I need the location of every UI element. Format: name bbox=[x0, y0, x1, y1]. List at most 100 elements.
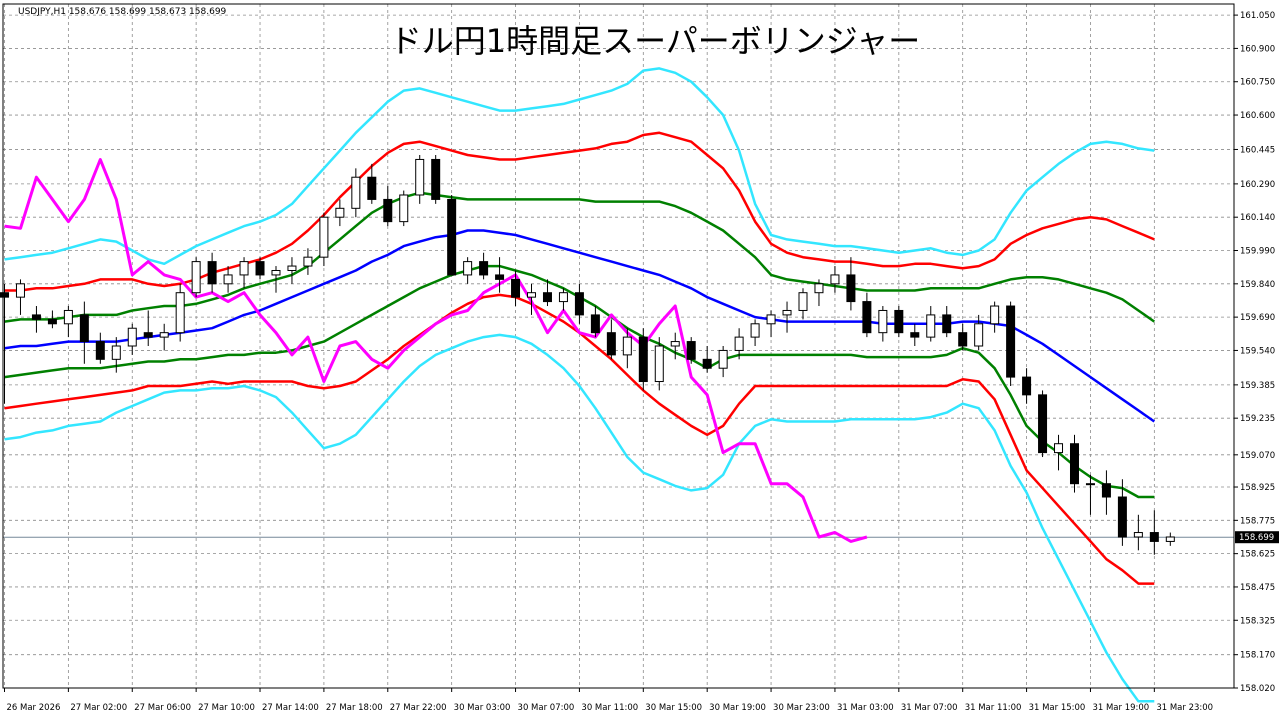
candle-body bbox=[1069, 443, 1079, 485]
candle-body bbox=[31, 314, 41, 320]
candle bbox=[574, 283, 584, 324]
candle bbox=[718, 346, 728, 378]
y-tick-label: 159.540 bbox=[1240, 346, 1275, 356]
candle-body bbox=[782, 309, 792, 316]
y-tick-label: 160.600 bbox=[1240, 111, 1275, 121]
candle bbox=[127, 323, 137, 355]
candle bbox=[590, 306, 600, 338]
candle-body bbox=[670, 341, 680, 347]
candle-body bbox=[1085, 483, 1095, 486]
candle-body bbox=[79, 314, 89, 343]
candle-body bbox=[974, 323, 984, 347]
x-tick-label: 27 Mar 14:00 bbox=[262, 703, 319, 713]
chart-title: ドル円1時間足スーパーボリンジャー bbox=[390, 22, 920, 60]
candle-body bbox=[319, 216, 329, 258]
candle bbox=[846, 257, 856, 311]
x-tick-label: 30 Mar 19:00 bbox=[709, 703, 766, 713]
x-tick-label: 27 Mar 10:00 bbox=[198, 703, 255, 713]
candle-body bbox=[223, 274, 233, 285]
candle-body bbox=[910, 332, 920, 338]
candle bbox=[111, 337, 121, 373]
candle-body bbox=[463, 261, 473, 276]
candle-body bbox=[878, 309, 888, 334]
y-tick-label: 159.840 bbox=[1240, 280, 1275, 290]
y-tick-label: 161.050 bbox=[1240, 11, 1275, 21]
candle bbox=[319, 212, 329, 267]
candle-body bbox=[191, 261, 201, 294]
series-sigma-plus3 bbox=[4, 67, 1155, 266]
candle bbox=[926, 306, 936, 342]
candle-body bbox=[990, 305, 1000, 325]
candle-body bbox=[495, 274, 505, 280]
candle bbox=[686, 337, 696, 364]
y-tick-label: 158.775 bbox=[1240, 516, 1275, 526]
candle-body bbox=[638, 336, 648, 383]
candle-body bbox=[159, 332, 169, 338]
candles-layer bbox=[0, 155, 1175, 555]
current-price-label: 158.699 bbox=[1239, 533, 1274, 543]
x-tick-label: 31 Mar 07:00 bbox=[901, 703, 958, 713]
series-sigma-plus1 bbox=[4, 191, 1156, 323]
candle-body bbox=[447, 198, 457, 276]
candle bbox=[878, 306, 888, 342]
x-tick-label: 27 Mar 02:00 bbox=[70, 703, 127, 713]
candle bbox=[175, 283, 185, 342]
candle bbox=[207, 252, 217, 293]
candle-body bbox=[1006, 305, 1016, 378]
candle bbox=[239, 257, 249, 289]
candle-body bbox=[1101, 483, 1111, 498]
candle bbox=[191, 257, 201, 298]
candle bbox=[1022, 368, 1032, 404]
candle bbox=[415, 155, 425, 204]
candle bbox=[638, 328, 648, 391]
y-tick-label: 159.690 bbox=[1240, 313, 1275, 323]
y-tick-label: 160.750 bbox=[1240, 78, 1275, 88]
candle bbox=[1101, 470, 1111, 515]
x-tick-label: 27 Mar 22:00 bbox=[390, 703, 447, 713]
candle bbox=[255, 257, 265, 280]
candle bbox=[606, 319, 616, 360]
candle bbox=[542, 279, 552, 307]
candle-body bbox=[622, 336, 632, 356]
candle-body bbox=[271, 269, 281, 276]
candle-body bbox=[175, 292, 185, 334]
candle bbox=[1117, 479, 1127, 546]
candle-body bbox=[926, 314, 936, 338]
candle-body bbox=[15, 283, 25, 298]
candle-body bbox=[287, 265, 297, 271]
candle bbox=[974, 314, 984, 351]
candle bbox=[383, 186, 393, 227]
candle-body bbox=[654, 345, 664, 383]
candle bbox=[622, 328, 632, 369]
candle bbox=[527, 283, 537, 315]
candle-body bbox=[686, 341, 696, 360]
candle-body bbox=[143, 332, 153, 338]
y-tick-label: 159.385 bbox=[1240, 381, 1275, 391]
x-tick-label: 31 Mar 19:00 bbox=[1092, 703, 1149, 713]
candle-body bbox=[399, 194, 409, 223]
candle-body bbox=[1149, 532, 1159, 542]
candle bbox=[367, 163, 377, 204]
candle bbox=[351, 168, 361, 218]
candle-body bbox=[766, 314, 776, 325]
candle bbox=[1165, 532, 1175, 546]
candle bbox=[1085, 474, 1095, 515]
candle-body bbox=[1022, 376, 1032, 396]
candle-body bbox=[511, 278, 521, 298]
candle bbox=[287, 257, 297, 284]
y-tick-label: 160.140 bbox=[1240, 213, 1275, 223]
plot-frame bbox=[2, 3, 1235, 689]
candle bbox=[814, 279, 824, 307]
candle bbox=[303, 248, 313, 275]
candle bbox=[990, 301, 1000, 333]
candle bbox=[143, 310, 153, 346]
candle-body bbox=[63, 309, 73, 325]
x-tick-label: 27 Mar 06:00 bbox=[134, 703, 191, 713]
candle bbox=[942, 306, 952, 338]
x-tick-label: 30 Mar 11:00 bbox=[581, 703, 638, 713]
candle-body bbox=[0, 292, 9, 298]
x-tick-label: 30 Mar 07:00 bbox=[518, 703, 575, 713]
candle bbox=[1133, 514, 1143, 551]
candle-body bbox=[798, 292, 808, 311]
